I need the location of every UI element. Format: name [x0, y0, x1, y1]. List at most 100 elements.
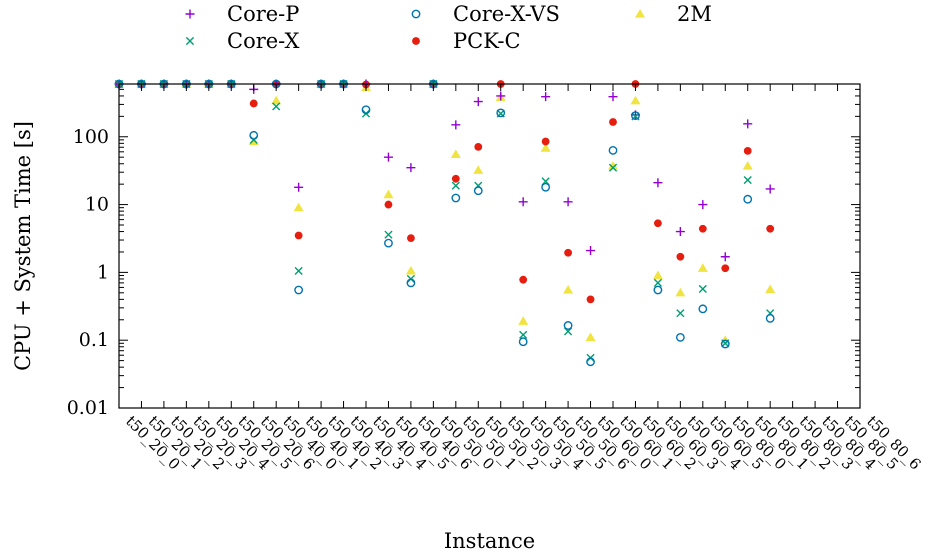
data-point — [676, 252, 685, 261]
data-point — [496, 108, 506, 118]
data-point — [405, 265, 416, 275]
legend-marker — [185, 9, 195, 19]
data-point — [450, 149, 461, 158]
data-point — [383, 152, 393, 162]
data-point — [294, 231, 303, 240]
legend-label: Core-X — [227, 29, 300, 53]
data-point — [451, 181, 460, 190]
data-point — [541, 92, 551, 102]
data-point — [451, 193, 461, 203]
data-point — [563, 197, 573, 207]
data-point — [698, 284, 707, 294]
data-point — [654, 219, 662, 228]
plot-frame — [118, 83, 861, 409]
data-point — [765, 184, 775, 194]
data-point — [743, 175, 752, 185]
y-axis: 0.01 0.1 1 10 100 — [67, 83, 860, 419]
data-point — [384, 238, 393, 248]
series-2m — [114, 79, 776, 344]
data-point — [586, 295, 595, 304]
legend-item: Core-P — [185, 2, 299, 26]
data-point — [541, 182, 551, 192]
data-point — [406, 278, 416, 288]
data-point — [765, 313, 775, 323]
data-point — [519, 275, 528, 284]
data-point — [653, 178, 663, 188]
data-point — [406, 163, 416, 173]
data-point — [766, 224, 775, 233]
data-point — [652, 270, 663, 280]
data-point — [720, 252, 730, 262]
y-tick-label: 0.01 — [67, 397, 109, 419]
data-point — [675, 287, 686, 297]
data-marks — [114, 79, 776, 367]
data-point — [586, 357, 595, 367]
data-point — [249, 130, 259, 140]
data-point — [294, 285, 304, 295]
data-point — [608, 163, 618, 172]
data-point — [586, 246, 596, 256]
data-point — [675, 332, 685, 342]
data-point — [473, 186, 483, 196]
data-point — [609, 118, 617, 126]
legend-item: 2M — [635, 2, 712, 26]
data-point — [720, 339, 730, 349]
data-point — [743, 146, 752, 155]
data-point — [721, 264, 730, 273]
data-point — [698, 224, 707, 233]
data-point — [585, 332, 596, 341]
data-point — [294, 266, 303, 276]
data-point — [698, 200, 708, 210]
data-point — [451, 120, 461, 130]
data-point — [697, 263, 708, 272]
data-point — [294, 182, 304, 192]
series-core-p — [114, 79, 775, 262]
data-point — [653, 278, 663, 287]
data-point — [473, 165, 484, 174]
y-axis-title: CPU + System Time [s] — [11, 121, 35, 371]
data-point — [518, 316, 529, 325]
data-point — [563, 284, 574, 294]
data-point — [653, 285, 663, 295]
data-point — [563, 321, 573, 330]
data-point — [474, 142, 483, 151]
data-point — [742, 161, 753, 170]
data-point — [631, 111, 640, 121]
data-point — [608, 161, 618, 170]
data-point — [608, 145, 618, 155]
data-point — [293, 202, 304, 212]
legend-marker — [411, 9, 421, 19]
data-point — [407, 234, 415, 243]
data-point — [564, 248, 572, 257]
series-core-x-vs — [114, 79, 775, 367]
data-point — [540, 143, 551, 152]
data-point — [519, 330, 528, 339]
y-tick-label: 1 — [97, 261, 109, 283]
legend-marker — [185, 36, 195, 46]
data-point — [384, 200, 393, 209]
data-point — [608, 92, 618, 102]
legend-item: Core-X-VS — [411, 2, 560, 26]
y-tick-label: 100 — [73, 126, 109, 148]
legend-label: 2M — [677, 2, 712, 26]
data-point — [675, 227, 685, 237]
legend-label: PCK-C — [453, 29, 521, 53]
y-tick-label: 10 — [85, 194, 109, 216]
series-core-x — [114, 79, 775, 362]
data-point — [384, 230, 393, 239]
data-point — [383, 189, 394, 199]
legend-label: Core-P — [227, 2, 299, 26]
data-point — [451, 174, 460, 183]
x-axis-title: Instance — [444, 529, 535, 553]
legend-item: Core-X — [185, 29, 300, 53]
legend-marker — [412, 37, 420, 45]
legend-item: PCK-C — [412, 29, 521, 53]
legend-label: Core-X-VS — [453, 2, 560, 26]
data-point — [765, 284, 776, 294]
y-tick-label: 0.1 — [79, 329, 109, 351]
data-point — [518, 197, 528, 207]
data-point — [676, 309, 685, 318]
data-point — [272, 102, 281, 111]
data-point — [473, 97, 483, 107]
